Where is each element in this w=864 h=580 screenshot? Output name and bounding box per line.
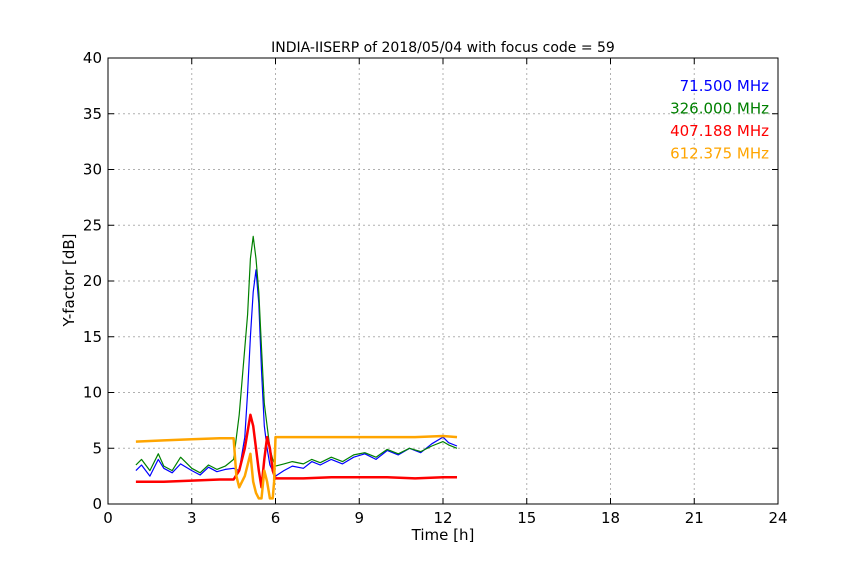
y-tick-label: 40 (83, 49, 102, 67)
x-tick-label: 0 (103, 509, 113, 527)
grid-layer (108, 58, 778, 504)
x-tick-label: 9 (354, 509, 364, 527)
x-axis-label: Time [h] (411, 526, 475, 544)
y-axis-label: Y-factor [dB] (60, 233, 78, 327)
y-tick-label: 30 (83, 161, 102, 179)
legend-entry-4: 612.375 MHz (670, 145, 769, 163)
legend-entry-2: 326.000 MHz (670, 100, 769, 118)
x-tick-label: 6 (271, 509, 281, 527)
y-tick-label: 20 (83, 272, 102, 290)
x-tick-label: 15 (517, 509, 536, 527)
x-tick-label: 18 (601, 509, 620, 527)
y-tick-label: 25 (83, 216, 102, 234)
series-line-2 (135, 235, 458, 474)
series-line-1 (135, 269, 458, 477)
y-tick-label: 5 (92, 439, 102, 457)
legend: 71.500 MHz 326.000 MHz 407.188 MHz 612.375 … (670, 77, 769, 163)
series-layer (135, 235, 458, 500)
x-tick-label: 12 (433, 509, 452, 527)
y-tick-label: 10 (83, 384, 102, 402)
tick-layer: 0 3 6 9 12 15 18 21 24 0 5 10 15 20 25 30 35 40 (83, 49, 788, 527)
y-tick-label: 15 (83, 328, 102, 346)
y-tick-label: 35 (83, 105, 102, 123)
y-tick-label: 0 (92, 495, 102, 513)
x-tick-label: 3 (187, 509, 197, 527)
chart-title: INDIA-IISERP of 2018/05/04 with focus co… (271, 40, 615, 56)
series-line-4 (135, 434, 458, 500)
x-tick-label: 24 (768, 509, 787, 527)
legend-entry-1: 71.500 MHz (680, 77, 769, 95)
legend-entry-3: 407.188 MHz (670, 122, 769, 140)
x-tick-label: 21 (685, 509, 704, 527)
